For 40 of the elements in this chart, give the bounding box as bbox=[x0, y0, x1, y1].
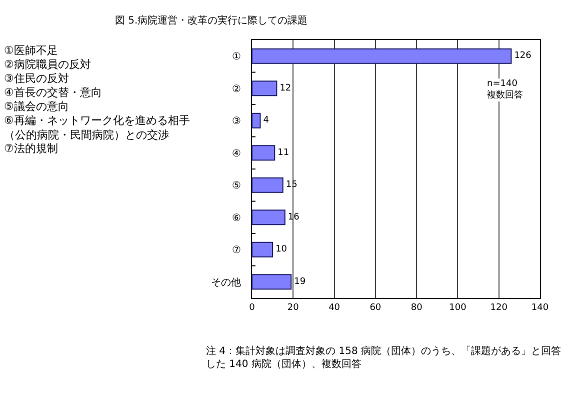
text: ②病院職員の反対 bbox=[4, 58, 91, 71]
x-tick-label: 80 bbox=[410, 302, 423, 313]
x-tick-label: 40 bbox=[328, 302, 340, 313]
y-tick-label: ② bbox=[232, 84, 242, 95]
y-tick-label: ① bbox=[232, 52, 242, 63]
bar bbox=[252, 112, 261, 128]
y-tick-label: ⑦ bbox=[232, 245, 242, 256]
annotation: n=140 複数回答 bbox=[487, 79, 523, 101]
y-tick-label: ⑥ bbox=[232, 212, 242, 224]
data-label: 10 bbox=[276, 244, 288, 255]
y-tick-label: ④ bbox=[232, 148, 242, 160]
bar bbox=[252, 274, 292, 290]
bar bbox=[252, 177, 284, 193]
data-label: 4 bbox=[263, 116, 270, 126]
y-tick-label: ⑤ bbox=[232, 180, 242, 192]
bar bbox=[252, 242, 274, 258]
x-tick-label: 140 bbox=[531, 302, 549, 313]
text: ⑦法的規制 bbox=[4, 142, 58, 155]
bar bbox=[252, 80, 278, 96]
y-tick-label: その他 bbox=[211, 276, 241, 288]
text: 注 4：集計対象は調査対象の 158 病院（団体）のうち、「課題がある」と回答した 140 病院（団体）、複数回答 bbox=[206, 345, 561, 370]
x-tick-label: 100 bbox=[449, 302, 467, 313]
x-tick-label: 0 bbox=[249, 302, 256, 313]
bar bbox=[252, 145, 276, 161]
x-tick-label: 120 bbox=[490, 302, 508, 313]
text: ④首長の交替・意向 bbox=[4, 86, 102, 99]
data-label: 12 bbox=[280, 83, 292, 94]
x-tick-label: 20 bbox=[287, 302, 300, 313]
data-label: 126 bbox=[514, 51, 532, 62]
x-tick-label: 60 bbox=[370, 302, 382, 313]
chart-title: 図 5.病院運営・改革の実行に際しての課題 bbox=[115, 14, 308, 26]
y-tick-label: ③ bbox=[232, 116, 242, 128]
text: ③住民の反対 bbox=[4, 72, 69, 85]
text: ①医師不足 bbox=[4, 44, 58, 57]
data-label: 19 bbox=[294, 276, 306, 287]
text: ⑤議会の意向 bbox=[4, 100, 69, 113]
text: ⑥再編・ネットワーク化を進める相手（公的病院・民間病院）との交渉 bbox=[4, 114, 190, 142]
bar bbox=[252, 48, 512, 64]
bar bbox=[252, 210, 286, 226]
data-label: 11 bbox=[278, 148, 290, 158]
